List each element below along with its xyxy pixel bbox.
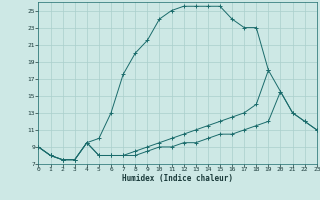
X-axis label: Humidex (Indice chaleur): Humidex (Indice chaleur) [122,174,233,183]
